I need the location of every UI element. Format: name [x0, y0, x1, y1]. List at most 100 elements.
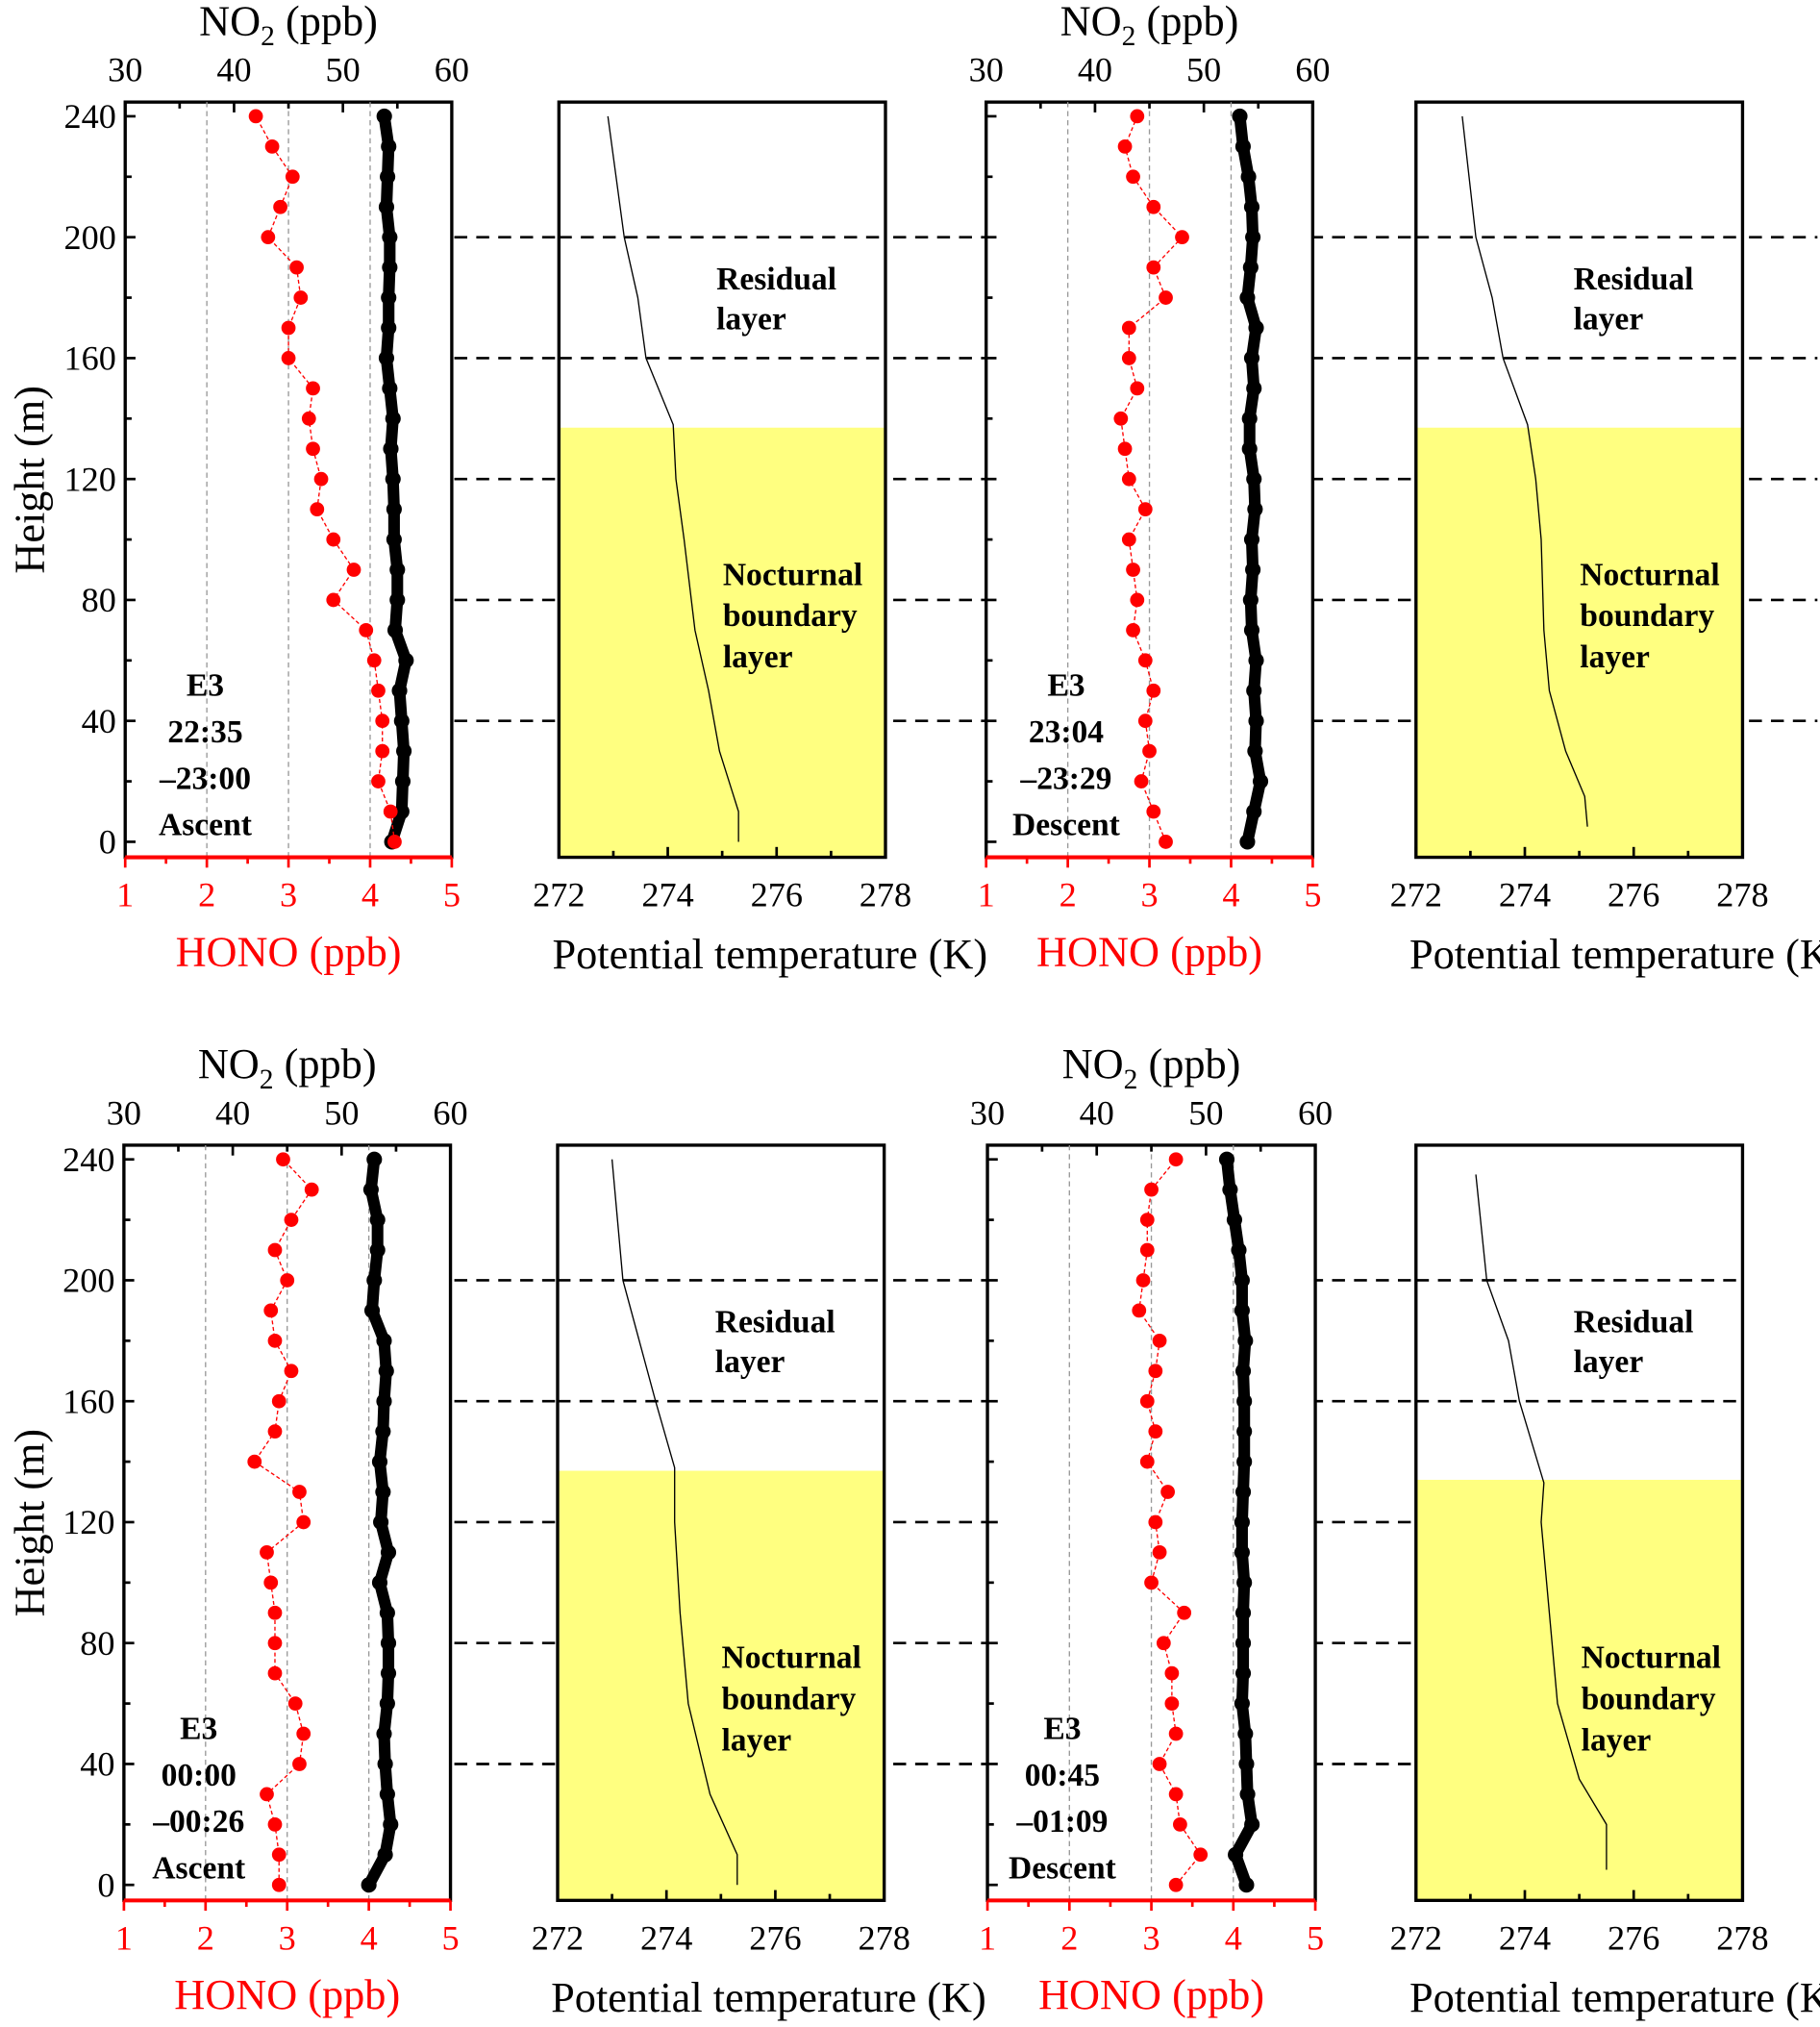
hono-point: [1134, 774, 1149, 788]
no2-point: [363, 1302, 381, 1318]
no2-title-subscript: 2: [260, 1064, 274, 1095]
theta-tick-label: 274: [1499, 1918, 1551, 1957]
hono-point: [260, 1545, 274, 1560]
no2-title-main: NO: [1060, 0, 1122, 44]
y-tick-label: 200: [62, 1262, 114, 1300]
nocturnal-boundary-layer-label: layer: [1580, 639, 1650, 675]
flight-annotation-line: Ascent: [152, 1851, 246, 1887]
hono-tick-label: 1: [115, 1918, 133, 1957]
no2-point: [1236, 1423, 1253, 1439]
hono-tick-label: 5: [441, 1918, 459, 1957]
no2-tick-label: 40: [215, 1093, 250, 1132]
hono-point: [1193, 1847, 1209, 1863]
flight-annotation-line: E3: [1047, 668, 1085, 704]
no2-point: [389, 562, 406, 578]
theta-axis-title: Potential temperature (K): [1409, 931, 1820, 978]
hono-point: [1144, 1182, 1159, 1197]
no2-point: [1241, 440, 1258, 457]
theta-profile-line: [607, 115, 739, 842]
flight-annotation-line: 00:00: [162, 1758, 237, 1793]
hono-point: [1121, 351, 1136, 365]
hono-point: [267, 1636, 283, 1651]
nocturnal-boundary-layer-region: [1415, 1479, 1743, 1901]
no2-point: [380, 1635, 397, 1651]
hono-point: [1175, 230, 1189, 245]
hono-point: [371, 774, 386, 788]
hono-tick-label: 1: [116, 876, 134, 914]
hono-tick-label: 3: [280, 876, 297, 914]
nocturnal-boundary-layer-label: Nocturnal: [721, 1640, 860, 1676]
theta-axis-title: Potential temperature (K): [551, 1974, 986, 2021]
theta-axes: 272 274 276 278 Potential temperature (K) Res…: [533, 100, 987, 978]
hono-point: [271, 1877, 287, 1892]
hono-point: [1121, 471, 1136, 487]
hono-point: [276, 1152, 290, 1167]
hono-point: [248, 109, 263, 124]
no2-point: [385, 411, 401, 427]
hono-point: [267, 1816, 283, 1832]
theta-tick-label: 274: [641, 876, 693, 914]
no2-point: [381, 289, 397, 306]
hono-point: [1113, 411, 1129, 426]
hono-tick-label: 3: [1140, 876, 1158, 914]
hono-point: [1137, 502, 1153, 517]
hono-tick-label: 4: [1222, 876, 1239, 914]
hono-point: [326, 532, 341, 547]
hono-tick-label: 2: [197, 1918, 214, 1957]
hono-point: [267, 1333, 283, 1348]
theta-tick-label: 278: [858, 1918, 910, 1957]
no2-point: [377, 1846, 393, 1863]
no2-point: [393, 713, 410, 729]
y-tick-label: 120: [62, 1503, 114, 1541]
no2-point: [1252, 773, 1269, 789]
nocturnal-boundary-layer-label: layer: [1582, 1723, 1652, 1759]
no2-tick-label: 60: [1298, 1093, 1333, 1132]
hono-point: [1164, 1696, 1180, 1711]
hono-point: [261, 230, 276, 245]
hono-point: [1177, 1605, 1192, 1620]
no2-point: [1245, 229, 1261, 245]
no2-point: [1218, 1151, 1235, 1167]
no2-axis-title: NO2 (ppb): [1060, 0, 1239, 52]
hono-point: [1168, 1787, 1184, 1802]
hono-axis-title: HONO (ppb): [1036, 928, 1262, 975]
no2-title-unit: (ppb): [1137, 1040, 1240, 1088]
no2-point: [1234, 1302, 1250, 1318]
no2-point: [361, 1877, 377, 1893]
hono-point: [284, 1213, 299, 1227]
no2-point: [1234, 1605, 1252, 1621]
no2-point: [1247, 743, 1263, 760]
hono-point: [375, 713, 390, 729]
no2-point: [1234, 1665, 1252, 1682]
no2-point: [386, 501, 402, 517]
hono-point: [1156, 1636, 1171, 1651]
hono-point: [267, 1605, 283, 1620]
y-tick-label: 200: [63, 218, 115, 257]
hono-point: [1142, 743, 1157, 759]
no2-tick-label: 40: [1080, 1093, 1114, 1132]
hono-tick-label: 3: [279, 1918, 296, 1957]
hono-point: [326, 592, 341, 608]
hono-point: [304, 1182, 319, 1197]
no2-tick-label: 30: [108, 51, 142, 89]
no2-point: [376, 108, 392, 124]
no2-point: [1240, 168, 1257, 185]
no2-point: [1247, 501, 1263, 517]
no2-point: [379, 1605, 395, 1621]
no2-point: [1236, 1454, 1253, 1470]
theta-tick-label: 276: [1608, 876, 1659, 914]
no2-point: [371, 1574, 388, 1590]
no2-point: [373, 1514, 389, 1531]
no2-point: [1237, 1725, 1254, 1742]
hono-point: [263, 1575, 279, 1590]
y-axis-title: Height (m): [7, 1429, 54, 1617]
hono-tick-label: 3: [1142, 1918, 1159, 1957]
hono-point: [1130, 381, 1145, 396]
no2-point: [362, 1182, 379, 1198]
hono-point: [1121, 320, 1136, 336]
no2-point: [376, 1333, 392, 1349]
hono-point: [296, 1514, 312, 1530]
